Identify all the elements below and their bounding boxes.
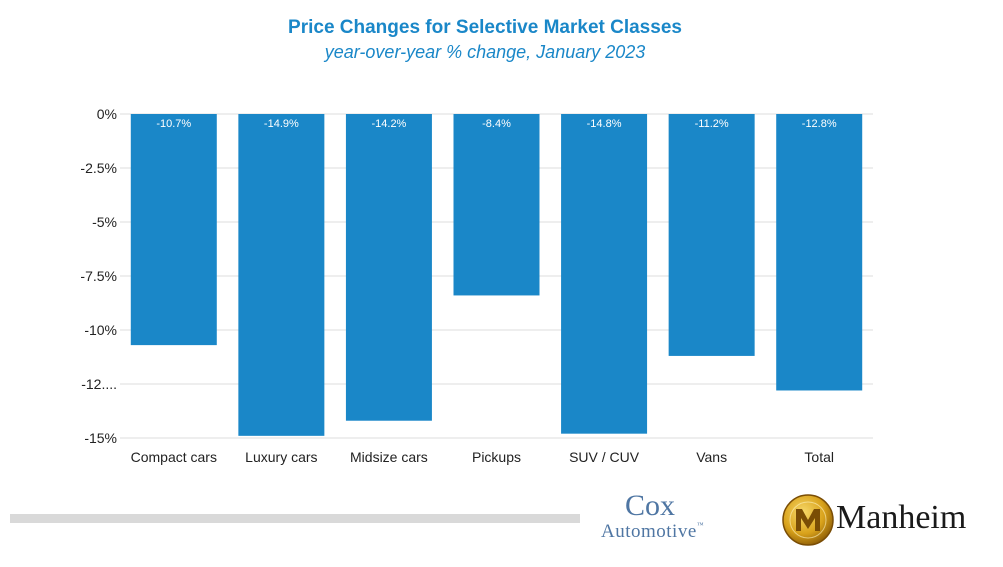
data-label: -11.2% <box>695 118 729 130</box>
bars: -10.7% -14.9% -14.2% -8.4% -14.8% -11.2% -12.8… <box>130 114 863 436</box>
chart-title: Price Changes for Selective Market Class… <box>288 17 682 38</box>
manheim-logo: Manheim <box>782 491 997 551</box>
x-tick-label: Pickups <box>472 449 521 465</box>
bar <box>453 114 540 296</box>
x-tick-label: SUV / CUV <box>569 449 640 465</box>
y-tick-label: -5% <box>92 214 117 230</box>
data-label: -8.4% <box>482 118 511 130</box>
cox-automotive-logo: Cox Automotive™ <box>601 489 771 549</box>
x-tick-label: Compact cars <box>131 449 217 465</box>
bar <box>561 114 648 434</box>
y-tick-label: -2.5% <box>80 160 117 176</box>
x-tick-label: Total <box>804 449 834 465</box>
bar <box>238 114 325 436</box>
data-label: -14.8% <box>587 118 622 130</box>
bar <box>130 114 217 346</box>
y-tick-label: -7.5% <box>80 268 117 284</box>
y-tick-label: -10% <box>84 322 117 338</box>
manheim-logo-word: Manheim <box>836 499 967 536</box>
data-label: -14.2% <box>371 118 406 130</box>
chart-subtitle: year-over-year % change, January 2023 <box>324 42 646 62</box>
bar <box>668 114 755 356</box>
footer-divider-bar <box>10 514 580 523</box>
y-tick-label: -12.... <box>81 376 117 392</box>
automotive-logo-word: Automotive™ <box>601 521 705 542</box>
bar <box>776 114 863 391</box>
data-label: -10.7% <box>156 118 191 130</box>
axis-labels: 0% -2.5% -5% -7.5% -10% -12.... -15% Compact ca… <box>80 106 834 465</box>
data-label: -14.9% <box>264 118 299 130</box>
data-label: -12.8% <box>802 118 837 130</box>
x-tick-label: Vans <box>696 449 727 465</box>
cox-logo-word: Cox <box>625 489 676 522</box>
x-tick-label: Luxury cars <box>245 449 317 465</box>
bar <box>345 114 432 421</box>
y-tick-label: 0% <box>97 106 117 122</box>
x-tick-label: Midsize cars <box>350 449 428 465</box>
bar-chart: -10.7% -14.9% -14.2% -8.4% -14.8% -11.2% -12.8… <box>80 106 873 465</box>
y-tick-label: -15% <box>84 430 117 446</box>
manheim-m-emblem-icon <box>782 494 834 546</box>
